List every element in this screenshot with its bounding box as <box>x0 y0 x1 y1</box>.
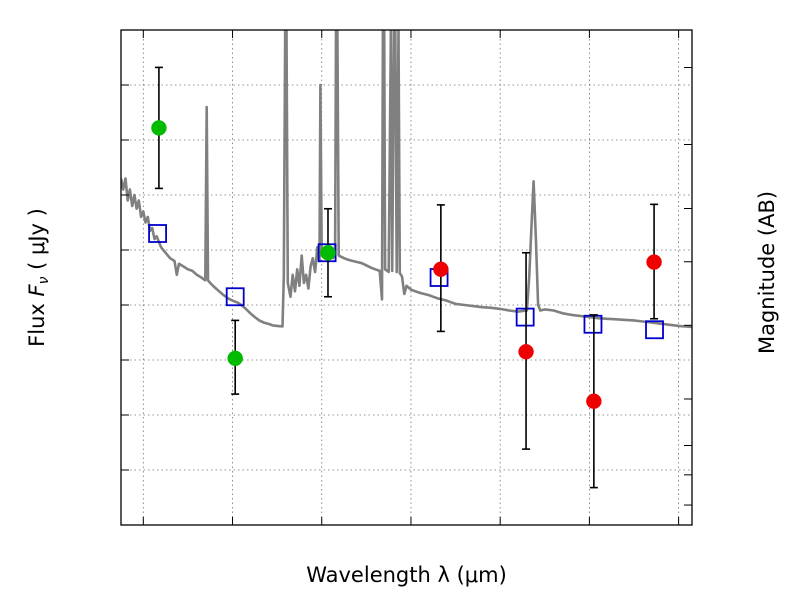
model-photometry-square <box>225 287 245 307</box>
observed-data-point <box>433 261 449 277</box>
model-photometry-square <box>583 314 603 334</box>
model-spectrum-line <box>121 30 692 329</box>
ticks-layer <box>121 30 692 526</box>
observed-data-point <box>151 120 167 136</box>
plot-area <box>121 30 692 329</box>
model-photometry-square <box>515 307 535 327</box>
y-axis-label-suffix: ( μJy ) <box>25 208 49 276</box>
y-axis-label-subscript: ν <box>36 276 52 284</box>
y-axis-label-prefix: Flux <box>25 297 49 347</box>
observed-data-point <box>586 393 602 409</box>
observed-data-point <box>646 254 662 270</box>
marker-layer <box>148 66 664 489</box>
plot-frame <box>120 29 693 526</box>
observed-data-point <box>320 245 336 261</box>
model-photometry-square <box>148 224 167 243</box>
series-layer <box>121 30 692 329</box>
observed-data-point <box>518 344 534 360</box>
x-axis-label: Wavelength λ (μm) <box>306 563 507 587</box>
grid-layer <box>121 30 692 526</box>
model-photometry-square <box>645 320 664 340</box>
y2-axis-label: Magnitude (AB) <box>755 191 779 354</box>
y-axis-label-symbol: F <box>25 284 49 297</box>
y-axis-label: Flux Fν ( μJy ) <box>25 208 52 347</box>
observed-data-point <box>227 350 243 367</box>
